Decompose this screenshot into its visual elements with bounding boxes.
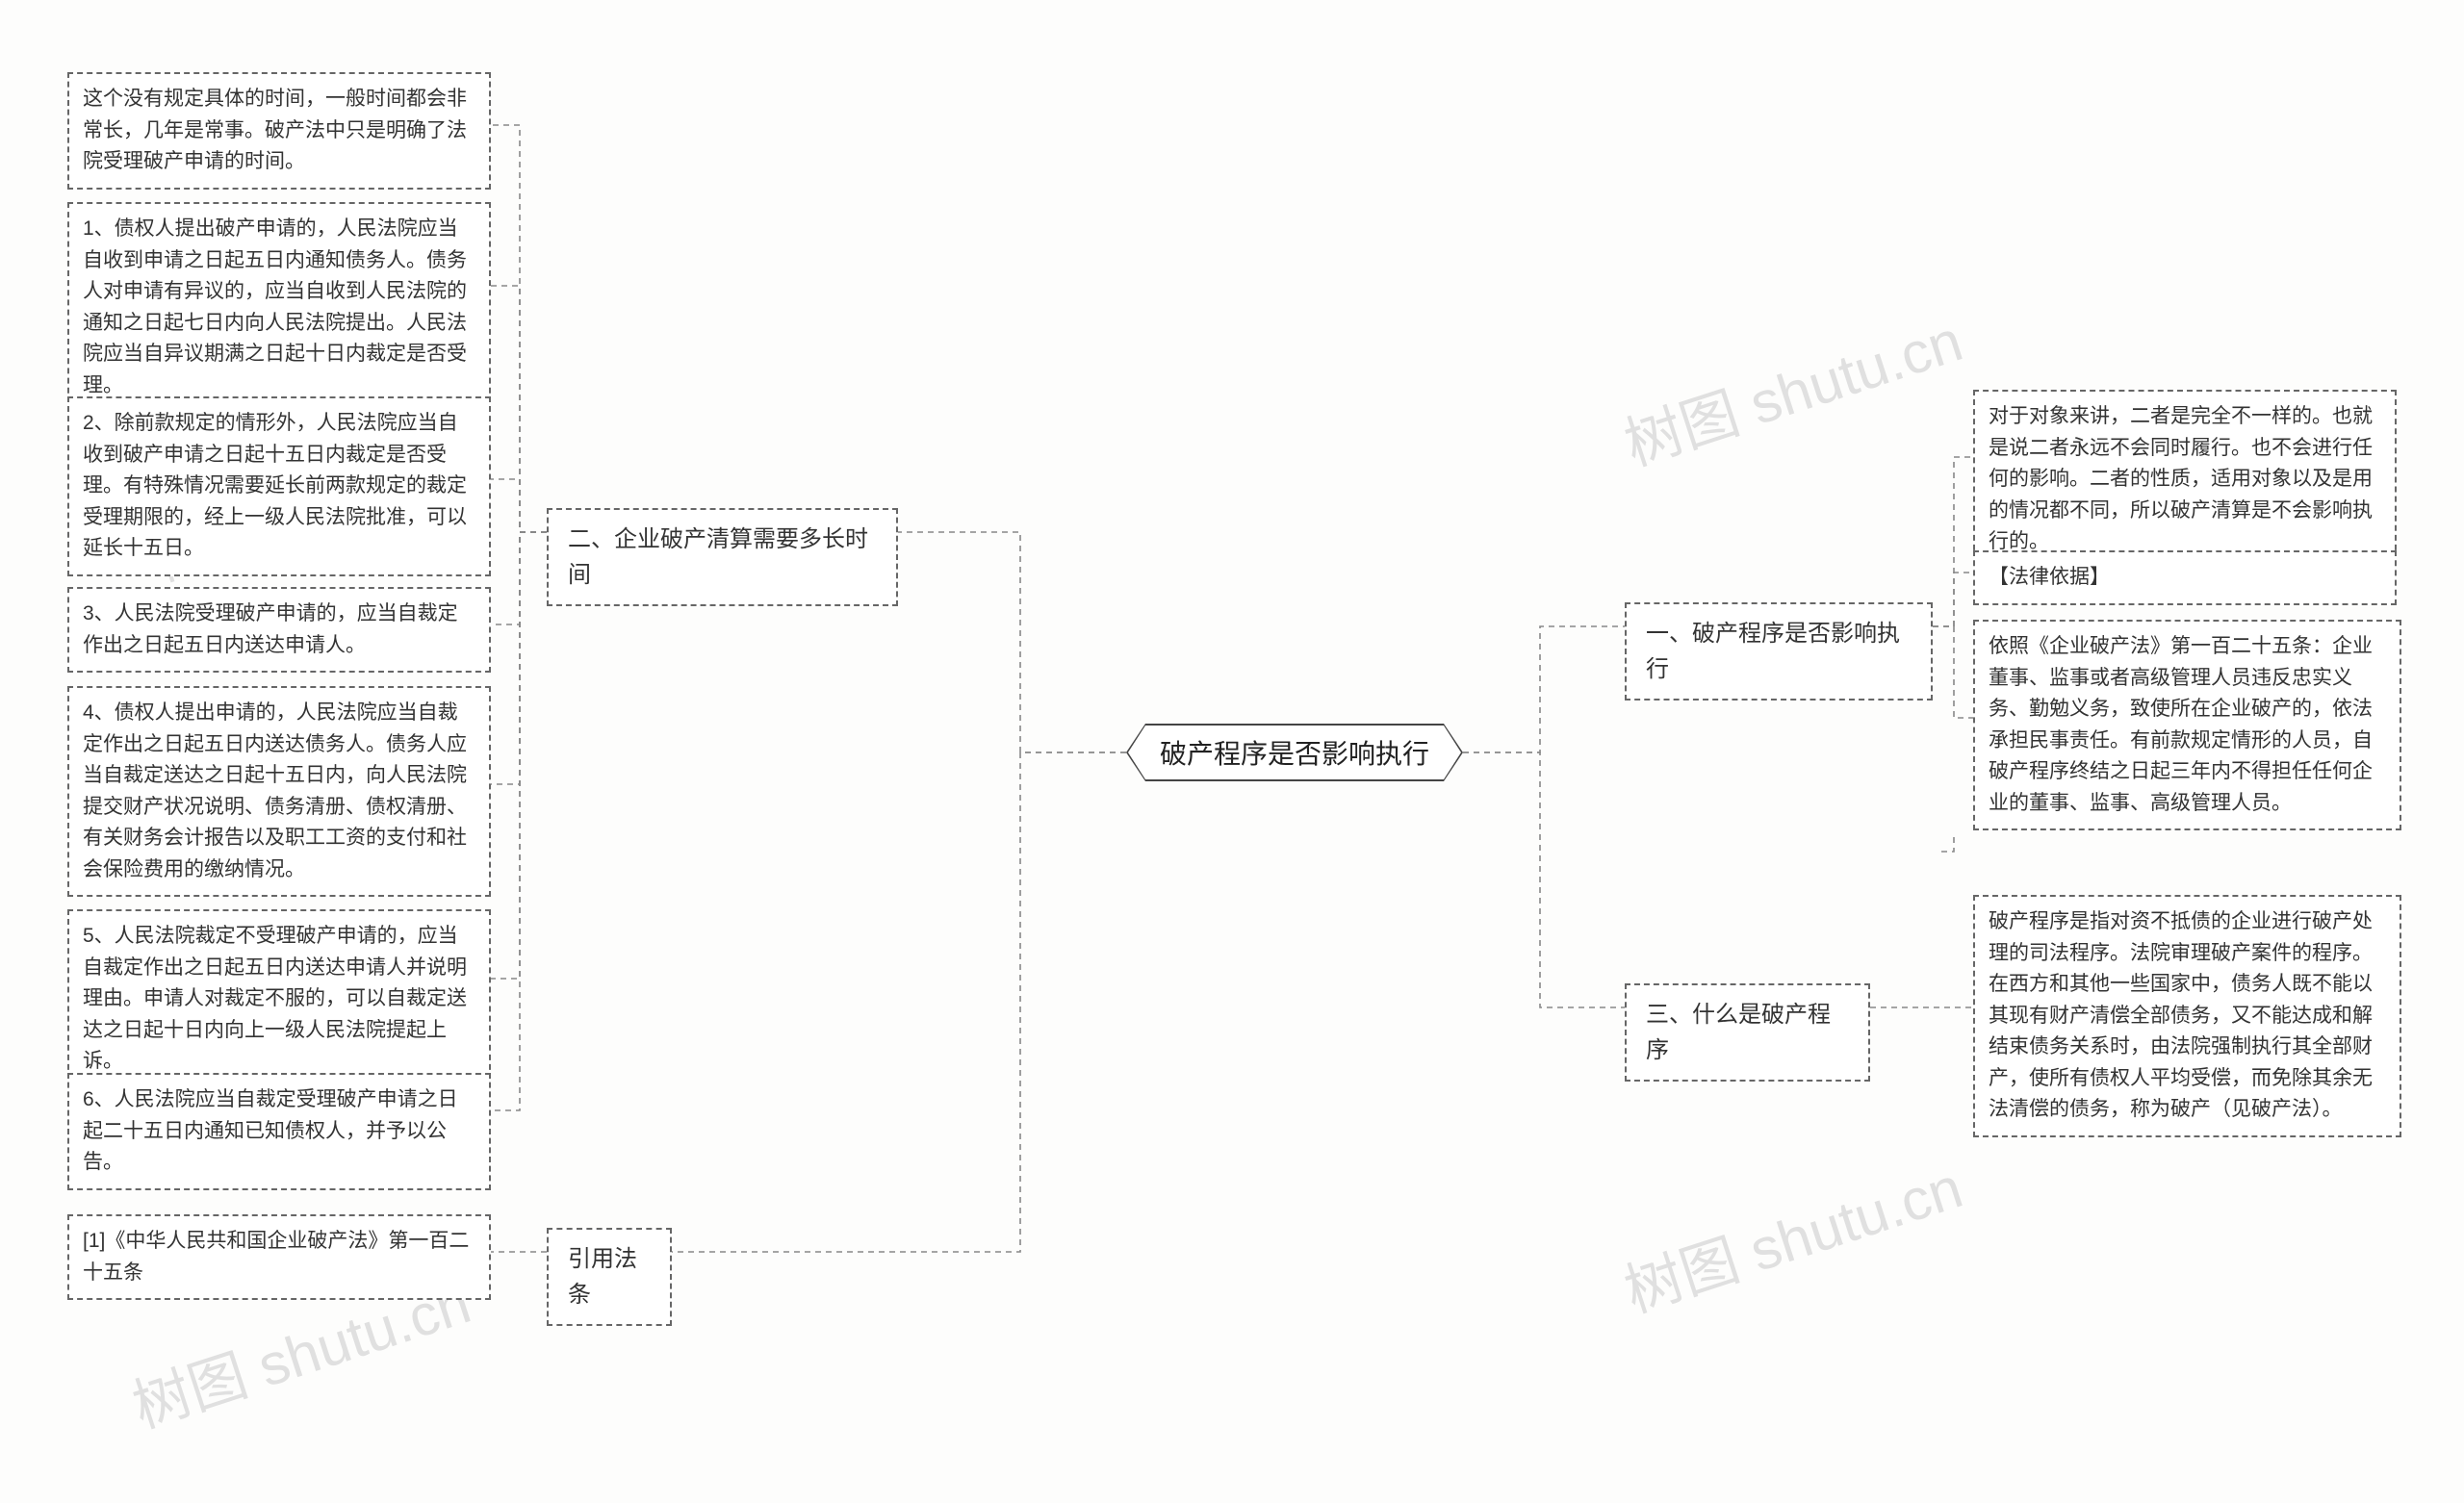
leaf-text: 4、债权人提出申请的，人民法院应当自裁定作出之日起五日内送达债务人。债务人应当自…: [83, 701, 467, 880]
leaf-text: 5、人民法院裁定不受理破产申请的，应当自裁定作出之日起五日内送达申请人并说明理由…: [83, 925, 467, 1072]
leaf-node: [1]《中华人民共和国企业破产法》第一百二十五条: [67, 1214, 491, 1300]
branch-node-4: 引用法条: [547, 1228, 672, 1326]
leaf-node: 6、人民法院应当自裁定受理破产申请之日起二十五日内通知已知债权人，并予以公告。: [67, 1073, 491, 1190]
leaf-text: 依照《企业破产法》第一百二十五条：企业董事、监事或者高级管理人员违反忠实义务、勤…: [1989, 635, 2373, 814]
root-node: 破产程序是否影响执行: [1126, 724, 1463, 781]
branch-node-3: 三、什么是破产程序: [1625, 983, 1870, 1082]
leaf-node: 5、人民法院裁定不受理破产申请的，应当自裁定作出之日起五日内送达申请人并说明理由…: [67, 909, 491, 1089]
leaf-text: 对于对象来讲，二者是完全不一样的。也就是说二者永远不会同时履行。也不会进行任何的…: [1989, 405, 2373, 552]
watermark: 树图 shutu.cn: [1612, 294, 1971, 482]
leaf-text: 这个没有规定具体的时间，一般时间都会非常长，几年是常事。破产法中只是明确了法院受…: [83, 88, 467, 172]
branch-label: 引用法条: [568, 1246, 637, 1308]
watermark: 树图 shutu.cn: [1612, 1141, 1971, 1329]
branch-label: 二、企业破产清算需要多长时间: [568, 526, 868, 588]
leaf-node: 4、债权人提出申请的，人民法院应当自裁定作出之日起五日内送达债务人。债务人应当自…: [67, 686, 491, 897]
branch-node-2: 二、企业破产清算需要多长时间: [547, 508, 898, 606]
leaf-node: 这个没有规定具体的时间，一般时间都会非常长，几年是常事。破产法中只是明确了法院受…: [67, 72, 491, 190]
leaf-node: 1、债权人提出破产申请的，人民法院应当自收到申请之日起五日内通知债务人。债务人对…: [67, 202, 491, 413]
leaf-text: 破产程序是指对资不抵债的企业进行破产处理的司法程序。法院审理破产案件的程序。在西…: [1989, 910, 2373, 1120]
leaf-text: 6、人民法院应当自裁定受理破产申请之日起二十五日内通知已知债权人，并予以公告。: [83, 1088, 458, 1173]
leaf-text: 1、债权人提出破产申请的，人民法院应当自收到申请之日起五日内通知债务人。债务人对…: [83, 217, 467, 396]
leaf-text: [1]《中华人民共和国企业破产法》第一百二十五条: [83, 1230, 469, 1284]
leaf-node: 【法律依据】: [1973, 550, 2397, 605]
leaf-node: 依照《企业破产法》第一百二十五条：企业董事、监事或者高级管理人员违反忠实义务、勤…: [1973, 620, 2401, 830]
leaf-node: 对于对象来讲，二者是完全不一样的。也就是说二者永远不会同时履行。也不会进行任何的…: [1973, 390, 2397, 570]
branch-label: 三、什么是破产程序: [1646, 1002, 1831, 1063]
branch-node-1: 一、破产程序是否影响执行: [1625, 602, 1933, 701]
leaf-text: 3、人民法院受理破产申请的，应当自裁定作出之日起五日内送达申请人。: [83, 602, 458, 656]
leaf-text: 2、除前款规定的情形外，人民法院应当自收到破产申请之日起十五日内裁定是否受理。有…: [83, 412, 467, 559]
branch-label: 一、破产程序是否影响执行: [1646, 621, 1900, 682]
leaf-node: 3、人民法院受理破产申请的，应当自裁定作出之日起五日内送达申请人。: [67, 587, 491, 673]
leaf-text: 【法律依据】: [1989, 566, 2110, 588]
leaf-node: 2、除前款规定的情形外，人民法院应当自收到破产申请之日起十五日内裁定是否受理。有…: [67, 396, 491, 576]
root-label: 破产程序是否影响执行: [1160, 733, 1429, 772]
leaf-node: 破产程序是指对资不抵债的企业进行破产处理的司法程序。法院审理破产案件的程序。在西…: [1973, 895, 2401, 1137]
